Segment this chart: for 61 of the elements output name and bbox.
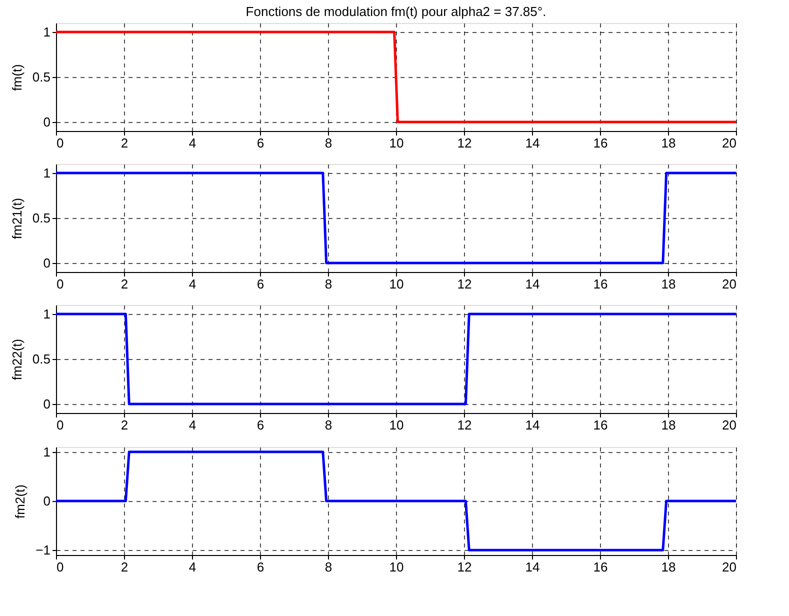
y-tick-label: 0 (43, 494, 50, 508)
x-tick-label: 10 (389, 418, 404, 432)
x-tick-label: 8 (324, 560, 332, 574)
y-tick-label: 0.5 (32, 210, 50, 226)
x-tick-label: 0 (56, 560, 64, 574)
x-tick-label: 2 (120, 418, 128, 432)
x-tick-label: 8 (324, 136, 332, 150)
x-tick-label: 4 (188, 136, 196, 150)
x-tick-label: 6 (256, 418, 264, 432)
x-tick-label: 16 (593, 136, 608, 150)
x-tick-label: 4 (188, 560, 196, 574)
x-tick-label: 20 (722, 136, 736, 150)
x-tick-label: 16 (593, 276, 608, 292)
y-axis-title: fm2(t) (12, 484, 28, 518)
x-tick-label: 8 (324, 418, 332, 432)
y-tick-label: −1 (36, 542, 50, 558)
x-tick-label: 18 (661, 560, 676, 574)
x-tick-label: 8 (324, 276, 332, 292)
y-axis-title: fm22(t) (9, 338, 24, 380)
y-axis-title: fm21(t) (9, 198, 24, 240)
x-tick-label: 12 (457, 136, 472, 150)
x-tick-label: 2 (120, 276, 128, 292)
x-tick-label: 4 (188, 418, 196, 432)
x-tick-label: 18 (661, 136, 676, 150)
y-tick-label: 1 (43, 24, 50, 40)
x-tick-label: 14 (525, 136, 540, 150)
x-tick-label: 6 (256, 560, 264, 574)
y-tick-label: 0 (43, 396, 50, 412)
x-tick-label: 16 (593, 418, 608, 432)
x-tick-label: 14 (525, 418, 540, 432)
y-tick-label: 1 (43, 306, 50, 322)
x-tick-label: 18 (661, 418, 676, 432)
x-tick-label: 10 (389, 560, 404, 574)
x-tick-label: 10 (389, 136, 404, 150)
x-tick-label: 2 (120, 560, 128, 574)
x-tick-label: 12 (457, 276, 472, 292)
x-tick-label: 6 (256, 276, 264, 292)
y-tick-label: 1 (43, 166, 50, 180)
x-tick-label: 0 (56, 418, 64, 432)
x-tick-label: 20 (722, 418, 736, 432)
x-tick-label: 10 (389, 276, 404, 292)
x-tick-label: 14 (525, 276, 540, 292)
x-tick-label: 20 (722, 276, 736, 292)
x-tick-label: 2 (120, 136, 128, 150)
x-tick-label: 18 (661, 276, 676, 292)
y-tick-label: 0 (43, 114, 50, 130)
x-tick-label: 6 (256, 136, 264, 150)
x-tick-label: 12 (457, 560, 472, 574)
y-tick-label: 0 (43, 256, 50, 270)
x-tick-label: 20 (722, 560, 736, 574)
y-tick-label: 1 (43, 444, 50, 460)
y-tick-label: 0.5 (32, 70, 50, 84)
x-tick-label: 16 (593, 560, 608, 574)
y-tick-label: 0.5 (32, 352, 50, 366)
x-tick-label: 4 (188, 276, 196, 292)
chart-title: Fonctions de modulation fm(t) pour alpha2 = 37.85°. (246, 4, 546, 19)
x-tick-label: 0 (56, 136, 64, 150)
x-tick-label: 12 (457, 418, 472, 432)
y-axis-title: fm(t) (9, 64, 24, 91)
x-tick-label: 14 (525, 560, 540, 574)
x-tick-label: 0 (56, 276, 64, 292)
